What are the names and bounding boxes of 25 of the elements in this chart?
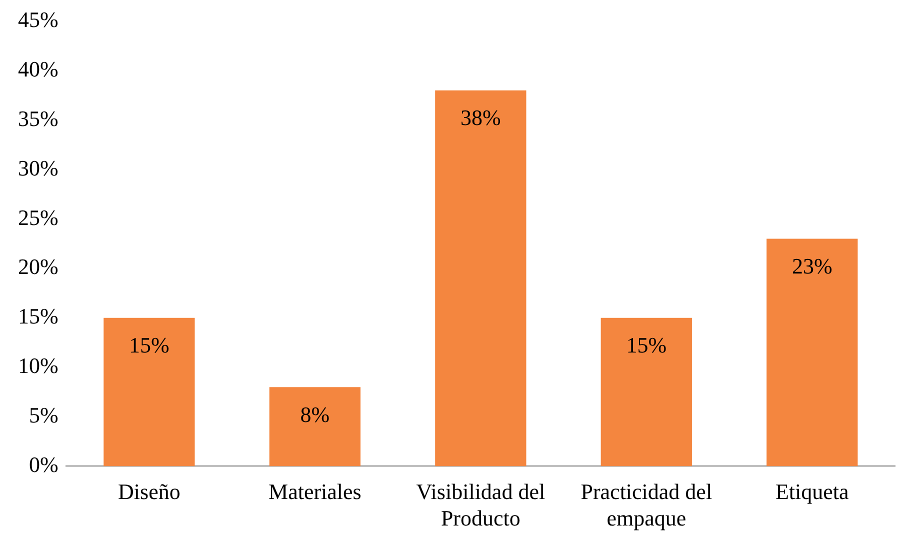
data-label: 15% <box>626 332 667 358</box>
x-tick-label: Diseño <box>118 479 180 504</box>
y-tick-label: 25% <box>18 204 58 230</box>
bar <box>435 90 526 466</box>
bar <box>104 318 195 466</box>
data-label: 23% <box>792 254 832 279</box>
y-tick-label: 0% <box>29 452 58 477</box>
x-tick-label: Practicidad del empaque <box>580 479 712 531</box>
data-label: 15% <box>129 332 170 358</box>
y-tick-label: 5% <box>29 402 58 428</box>
y-tick-label: 40% <box>18 56 58 82</box>
y-tick-label: 30% <box>18 155 58 180</box>
x-tick-label: Etiqueta <box>775 479 850 504</box>
x-tick-label: Materiales <box>268 479 362 504</box>
y-tick-label: 20% <box>18 254 58 280</box>
y-tick-label: 45% <box>18 6 58 32</box>
y-tick-label: 10% <box>18 353 58 378</box>
y-tick-label: 15% <box>18 304 58 329</box>
data-label: 38% <box>460 105 501 130</box>
bar <box>269 387 361 466</box>
bar <box>766 238 858 466</box>
x-tick-label: Visibilidad del Producto <box>416 479 546 531</box>
bar <box>600 318 692 466</box>
data-label: 8% <box>300 402 330 427</box>
y-tick-label: 35% <box>18 106 58 131</box>
